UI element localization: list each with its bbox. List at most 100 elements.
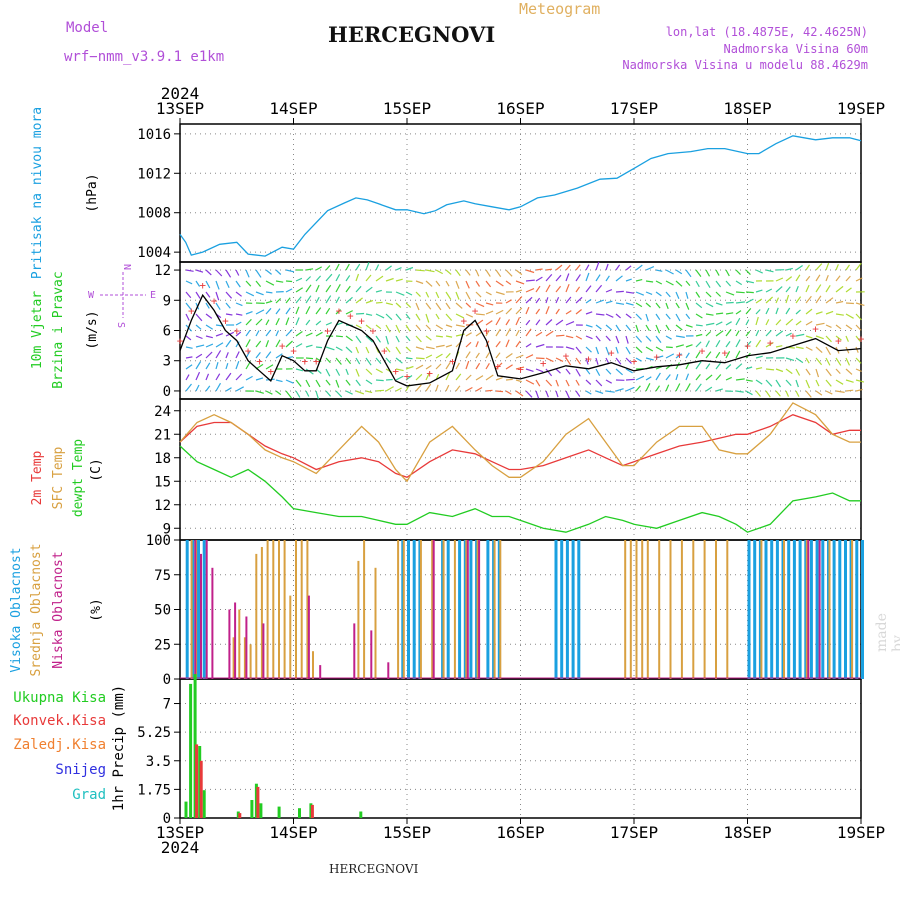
wind-barb	[765, 296, 774, 304]
wind-barb	[355, 263, 361, 271]
wind-barb	[755, 330, 760, 337]
cloud-bar-2	[205, 540, 208, 679]
wind-barb	[755, 316, 759, 326]
wind-barb	[365, 286, 373, 293]
wind-barb	[835, 275, 841, 282]
x-tick-label-top: 17SEP	[610, 99, 658, 118]
wind-barb	[575, 346, 582, 354]
wind-barb	[805, 308, 813, 315]
cloud-bar-1	[363, 540, 366, 679]
wind-barb	[735, 378, 745, 381]
wind-barb	[845, 389, 854, 392]
wind-barb	[625, 265, 632, 271]
wind-barb	[765, 269, 774, 273]
wind-barb	[775, 307, 779, 315]
wind-barb	[465, 374, 472, 381]
wind-barb	[325, 390, 332, 397]
wind-barb	[355, 335, 362, 344]
wind-barb	[215, 373, 221, 381]
wind-barb	[765, 341, 774, 348]
wind-barb	[725, 312, 734, 315]
wind-barb	[675, 280, 683, 287]
cloud-bar-0	[469, 540, 473, 679]
wind-barb	[635, 324, 639, 333]
wind-barb	[725, 301, 734, 304]
wind-barb	[465, 386, 473, 392]
cloud-bar-1	[278, 540, 280, 679]
wind-barb	[415, 291, 421, 298]
wind-barb	[385, 265, 392, 271]
cloud-bar-1	[658, 540, 661, 679]
wind-barb	[445, 302, 451, 310]
wind-barb	[745, 366, 753, 370]
gust-marker: +	[222, 314, 229, 327]
wind-barb	[545, 390, 549, 398]
wind-barb	[525, 343, 532, 348]
wind-barb	[255, 330, 260, 337]
wind-barb	[355, 368, 360, 377]
wind-barb	[655, 324, 661, 334]
wind-barb	[335, 309, 342, 315]
cloud-bar-1	[243, 637, 246, 679]
wind-barb	[515, 366, 525, 370]
cloud-bar-2	[478, 540, 481, 679]
wind-barb	[855, 302, 865, 306]
wind-barb	[845, 335, 849, 342]
wind-barb	[725, 364, 732, 370]
wind-barb	[775, 297, 780, 304]
wind-barb	[375, 389, 385, 392]
gust-marker: +	[699, 345, 706, 358]
wind-barb	[805, 320, 813, 326]
wind-barb	[385, 386, 394, 392]
wind-barb	[855, 368, 862, 372]
wind-barb	[765, 379, 773, 387]
cloud-bar-1	[289, 595, 292, 679]
wind-barb	[795, 357, 804, 364]
wind-barb	[225, 269, 232, 278]
precip-bar-0	[202, 790, 206, 818]
wind-barb	[425, 280, 433, 287]
wind-barb	[475, 302, 485, 308]
wind-barb	[675, 313, 681, 322]
wind-unit: (m/s)	[85, 310, 100, 349]
wind-barb	[425, 372, 431, 381]
wind-barb	[395, 278, 403, 282]
wind-barb	[275, 308, 281, 315]
wind-barb	[415, 313, 421, 321]
wind-barb	[485, 320, 493, 326]
wind-barb	[415, 280, 424, 285]
wind-barb	[615, 346, 619, 354]
wind-barb	[665, 346, 673, 349]
wind-barb	[505, 378, 513, 381]
series-line-1-0	[179, 293, 862, 387]
wind-barb	[305, 379, 311, 388]
wind-barb	[655, 385, 661, 392]
wind-barb	[495, 328, 501, 337]
wind-barb	[635, 302, 643, 308]
cloud-bar-1	[283, 540, 286, 679]
wind-barb	[605, 263, 609, 271]
wind-barb	[585, 311, 593, 315]
wind-barb	[755, 367, 763, 370]
y-tick-label: 100	[146, 533, 171, 549]
wind-barb	[355, 390, 365, 395]
wind-barb	[365, 324, 372, 330]
wind-barb	[775, 390, 781, 397]
wind-barb	[455, 269, 461, 277]
wind-barb	[585, 357, 589, 365]
wind-barb	[565, 390, 570, 399]
wind-barb	[625, 302, 634, 306]
wind-barb	[545, 274, 553, 282]
wind-barb	[235, 386, 244, 392]
cloud-bar-2	[319, 665, 322, 679]
cloud-bar-1	[357, 560, 360, 679]
wind-barb	[325, 273, 333, 282]
wind-barb	[235, 351, 240, 359]
wind-barb	[365, 390, 373, 394]
wind-barb	[625, 346, 631, 355]
wind-barb	[415, 302, 420, 311]
wind-barb	[395, 313, 402, 321]
wind-barb	[515, 354, 524, 359]
cloud-bar-1	[680, 540, 683, 679]
gust-marker: +	[517, 363, 524, 376]
